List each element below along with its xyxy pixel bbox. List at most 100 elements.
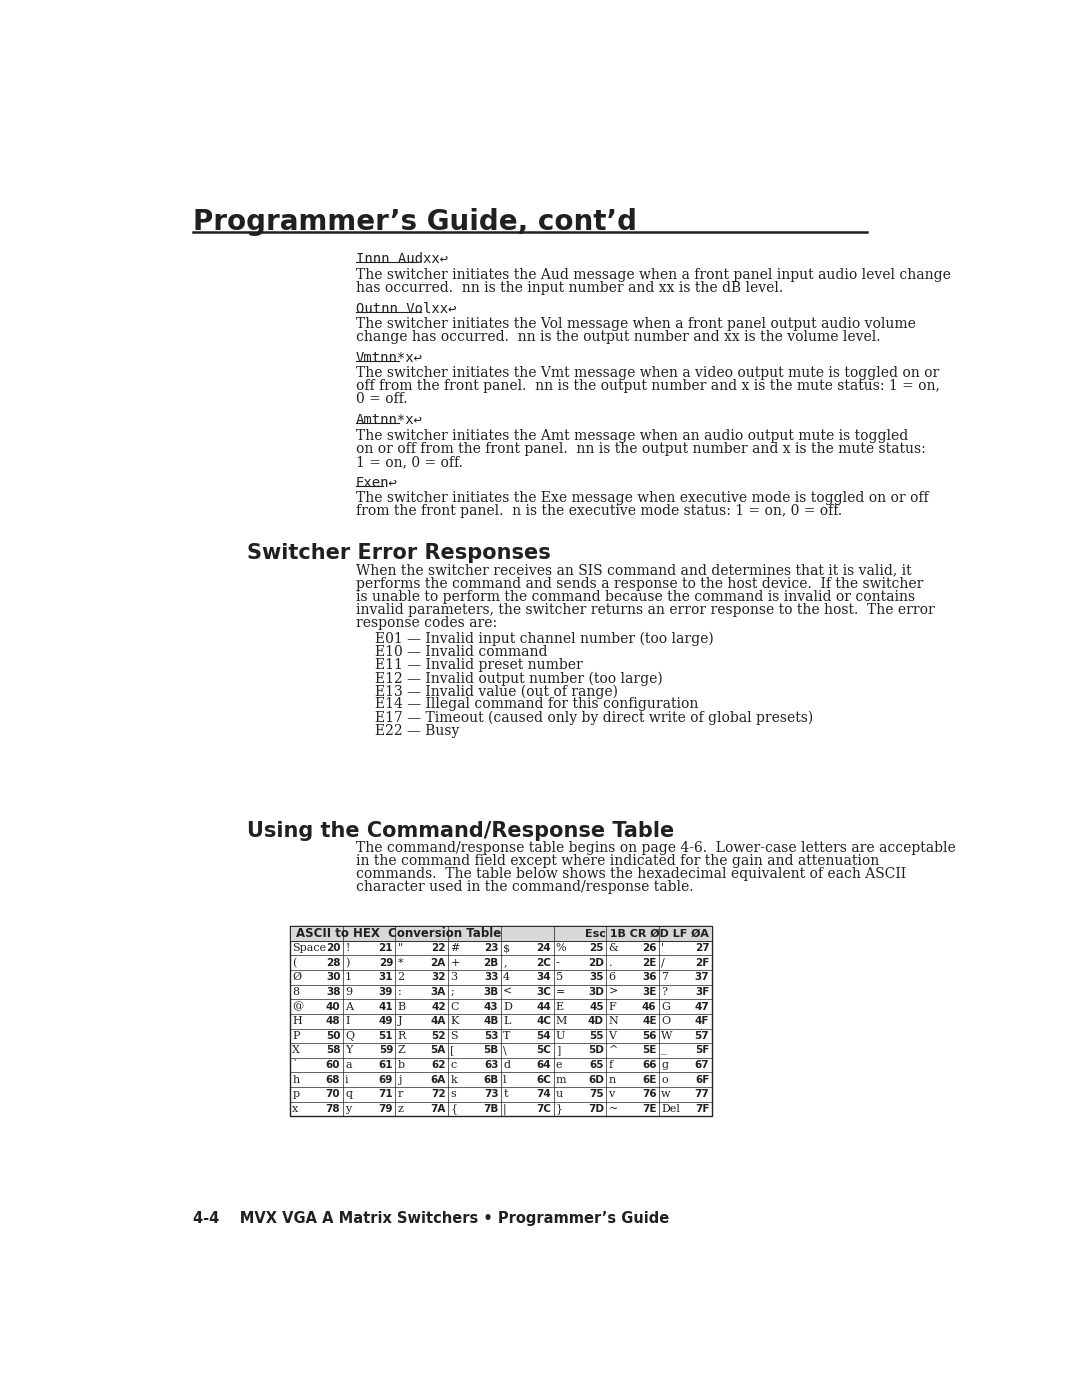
Text: s: s: [450, 1090, 456, 1099]
Text: 79: 79: [379, 1104, 393, 1113]
Bar: [291, 926, 712, 1116]
Text: f: f: [608, 1060, 612, 1070]
Text: E13 — Invalid value (out of range): E13 — Invalid value (out of range): [375, 685, 618, 698]
Text: g: g: [661, 1060, 669, 1070]
Text: Space: Space: [293, 943, 326, 953]
Text: 6: 6: [608, 972, 616, 982]
Text: character used in the command/response table.: character used in the command/response t…: [356, 880, 693, 894]
Text: 6D: 6D: [588, 1074, 604, 1084]
Text: 25: 25: [590, 943, 604, 953]
Text: ]: ]: [556, 1045, 561, 1056]
Text: The switcher initiates the Amt message when an audio output mute is toggled: The switcher initiates the Amt message w…: [356, 429, 908, 443]
Text: 31: 31: [379, 972, 393, 982]
Text: 78: 78: [326, 1104, 340, 1113]
Text: B: B: [397, 1002, 406, 1011]
Text: W: W: [661, 1031, 673, 1041]
Text: Exen↩: Exen↩: [356, 475, 397, 489]
Text: E10 — Invalid command: E10 — Invalid command: [375, 645, 548, 659]
Text: 1 = on, 0 = off.: 1 = on, 0 = off.: [356, 455, 462, 469]
Text: j: j: [397, 1074, 402, 1084]
Text: /: /: [661, 958, 665, 968]
Text: #: #: [450, 943, 460, 953]
Text: 30: 30: [326, 972, 340, 982]
Text: in the command field except where indicated for the gain and attenuation: in the command field except where indica…: [356, 854, 879, 868]
Text: 60: 60: [326, 1060, 340, 1070]
Text: U: U: [556, 1031, 565, 1041]
Text: change has occurred.  nn is the output number and xx is the volume level.: change has occurred. nn is the output nu…: [356, 330, 880, 344]
Text: 46: 46: [642, 1002, 657, 1011]
Text: performs the command and sends a response to the host device.  If the switcher: performs the command and sends a respons…: [356, 577, 923, 591]
Text: V: V: [608, 1031, 617, 1041]
Text: q: q: [345, 1090, 352, 1099]
Text: !: !: [345, 943, 350, 953]
Text: 70: 70: [326, 1090, 340, 1099]
Text: I: I: [345, 1016, 350, 1027]
Text: 43: 43: [484, 1002, 499, 1011]
Text: 5C: 5C: [537, 1045, 551, 1056]
Text: 27: 27: [694, 943, 710, 953]
Text: 6E: 6E: [643, 1074, 657, 1084]
Text: Del: Del: [661, 1104, 680, 1113]
Text: 69: 69: [379, 1074, 393, 1084]
Text: is unable to perform the command because the command is invalid or contains: is unable to perform the command because…: [356, 590, 915, 604]
Text: 51: 51: [379, 1031, 393, 1041]
Text: 23: 23: [484, 943, 499, 953]
Text: 66: 66: [643, 1060, 657, 1070]
Text: 2E: 2E: [643, 958, 657, 968]
Text: on or off from the front panel.  nn is the output number and x is the mute statu: on or off from the front panel. nn is th…: [356, 441, 926, 455]
Text: 64: 64: [537, 1060, 551, 1070]
Text: Z: Z: [397, 1045, 405, 1056]
Text: 41: 41: [378, 1002, 393, 1011]
Text: 32: 32: [431, 972, 446, 982]
Text: t: t: [503, 1090, 508, 1099]
Bar: [291, 926, 712, 940]
Text: 5: 5: [556, 972, 563, 982]
Text: %: %: [556, 943, 566, 953]
Text: 6B: 6B: [483, 1074, 499, 1084]
Text: The switcher initiates the Vmt message when a video output mute is toggled on or: The switcher initiates the Vmt message w…: [356, 366, 940, 380]
Text: 7B: 7B: [483, 1104, 499, 1113]
Text: 3F: 3F: [694, 986, 710, 997]
Text: The switcher initiates the Aud message when a front panel input audio level chan: The switcher initiates the Aud message w…: [356, 268, 950, 282]
Text: u: u: [556, 1090, 563, 1099]
Text: 2D: 2D: [588, 958, 604, 968]
Text: @: @: [293, 1002, 303, 1011]
Text: 4B: 4B: [483, 1016, 499, 1027]
Text: X: X: [293, 1045, 300, 1056]
Text: 28: 28: [326, 958, 340, 968]
Text: P: P: [293, 1031, 300, 1041]
Text: H: H: [293, 1016, 302, 1027]
Text: }: }: [556, 1104, 563, 1115]
Text: 2: 2: [397, 972, 405, 982]
Text: 7C: 7C: [536, 1104, 551, 1113]
Text: 7E: 7E: [643, 1104, 657, 1113]
Text: Innn Audxx↩: Innn Audxx↩: [356, 253, 448, 267]
Text: E14 — Illegal command for this configuration: E14 — Illegal command for this configura…: [375, 697, 699, 711]
Text: Outnn Volxx↩: Outnn Volxx↩: [356, 302, 457, 316]
Text: 54: 54: [537, 1031, 551, 1041]
Text: When the switcher receives an SIS command and determines that it is valid, it: When the switcher receives an SIS comman…: [356, 563, 912, 577]
Text: p: p: [293, 1090, 299, 1099]
Text: 2B: 2B: [483, 958, 499, 968]
Text: 2F: 2F: [694, 958, 710, 968]
Text: 8: 8: [293, 986, 299, 997]
Text: -: -: [556, 958, 559, 968]
Text: E22 — Busy: E22 — Busy: [375, 724, 460, 738]
Text: 50: 50: [326, 1031, 340, 1041]
Text: 44: 44: [537, 1002, 551, 1011]
Text: 3B: 3B: [483, 986, 499, 997]
Text: The command/response table begins on page 4-6.  Lower-case letters are acceptabl: The command/response table begins on pag…: [356, 841, 956, 855]
Text: a: a: [345, 1060, 352, 1070]
Text: 62: 62: [431, 1060, 446, 1070]
Text: 59: 59: [379, 1045, 393, 1056]
Text: 4F: 4F: [694, 1016, 710, 1027]
Text: r: r: [397, 1090, 403, 1099]
Text: 72: 72: [431, 1090, 446, 1099]
Text: 0 = off.: 0 = off.: [356, 393, 407, 407]
Text: 45: 45: [590, 1002, 604, 1011]
Text: 34: 34: [537, 972, 551, 982]
Text: 68: 68: [326, 1074, 340, 1084]
Text: [: [: [450, 1045, 455, 1056]
Text: 77: 77: [694, 1090, 710, 1099]
Text: &: &: [608, 943, 619, 953]
